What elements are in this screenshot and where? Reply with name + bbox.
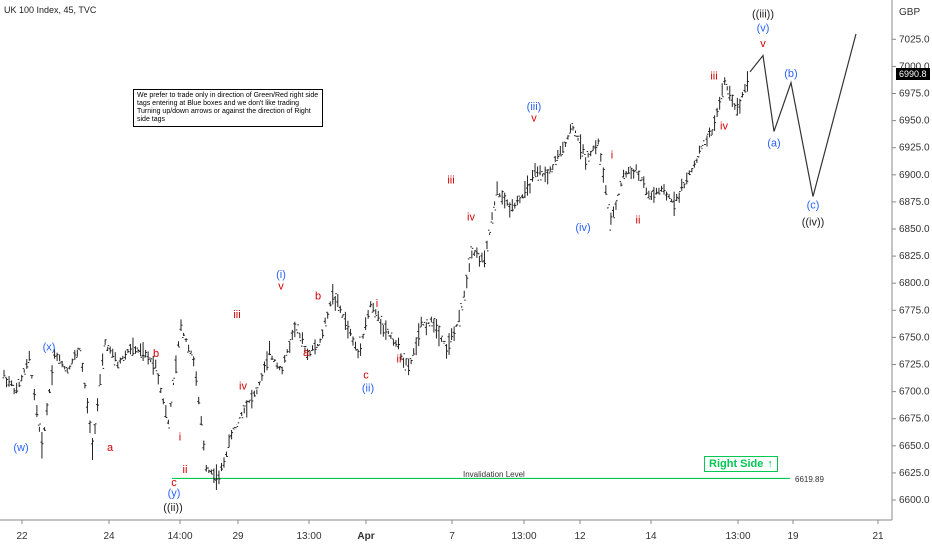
wave-label: iii: [233, 309, 240, 321]
y-tick-label: 6750.0: [899, 332, 930, 343]
y-tick-label: 7025.0: [899, 34, 930, 45]
wave-label: (w): [13, 442, 28, 454]
x-tick-label: Apr: [357, 531, 374, 542]
y-tick-label: 6850.0: [899, 224, 930, 235]
wave-label: i: [376, 298, 378, 310]
x-tick-label: 13:00: [511, 531, 536, 542]
x-tick-label: 19: [787, 531, 799, 542]
wave-label: i: [179, 431, 181, 443]
y-tick-label: 6600.0: [899, 495, 930, 506]
wave-label: i: [611, 150, 613, 162]
wave-label: b: [153, 348, 159, 360]
wave-label: (x): [43, 341, 56, 353]
wave-label: ((ii)): [163, 502, 183, 514]
y-tick-label: 6950.0: [899, 116, 930, 127]
wave-label: ((iv)): [802, 217, 825, 229]
y-tick-label: 6650.0: [899, 441, 930, 452]
wave-label: a: [303, 347, 310, 359]
trading-note: We prefer to trade only in direction of …: [133, 89, 323, 127]
y-tick-label: 6975.0: [899, 89, 930, 100]
wave-labels: (w)(x)abiiic(y)((ii))iiiiv(i)vabic(ii)ii…: [13, 9, 824, 514]
wave-label: iii: [447, 174, 454, 186]
x-tick-label: 14:00: [167, 531, 192, 542]
wave-label: ii: [183, 464, 188, 476]
wave-label: iv: [720, 120, 728, 132]
up-arrow-icon: ↑: [767, 458, 773, 470]
y-tick-label: 6875.0: [899, 197, 930, 208]
y-tick-label: 6775.0: [899, 305, 930, 316]
right-side-label: Right Side: [709, 458, 764, 470]
x-tick-label: 7: [449, 531, 455, 542]
y-tick-label: 6900.0: [899, 170, 930, 181]
y-tick-label: 7000.0: [899, 61, 930, 72]
x-tick-label: 13:00: [725, 531, 750, 542]
x-tick-label: 14: [645, 531, 657, 542]
wave-label: (a): [767, 138, 780, 150]
invalidation-value: 6619.89: [795, 475, 824, 484]
wave-label: iv: [239, 380, 247, 392]
x-tick-label: 29: [232, 531, 244, 542]
wave-label: (iii): [527, 101, 542, 113]
wave-label: (c): [807, 199, 820, 211]
wave-label: ii: [636, 215, 641, 227]
wave-label: iv: [467, 211, 475, 223]
wave-label: (ii): [362, 383, 374, 395]
wave-label: (v): [757, 23, 770, 35]
wave-label: v: [278, 281, 284, 293]
wave-label: iii: [710, 70, 717, 82]
projection-line: [749, 33, 857, 197]
y-tick-label: 6625.0: [899, 468, 930, 479]
y-tick-label: 6925.0: [899, 143, 930, 154]
x-tick-label: 13:00: [296, 531, 321, 542]
wave-label: (iv): [575, 222, 590, 234]
y-tick-label: 6725.0: [899, 360, 930, 371]
current-price-tag: 6990.8: [896, 68, 930, 80]
right-side-tag: Right Side ↑: [704, 456, 778, 472]
y-tick-label: 6800.0: [899, 278, 930, 289]
wave-label: c: [171, 477, 177, 489]
y-tick-label: 6825.0: [899, 251, 930, 262]
wave-label: v: [531, 113, 537, 125]
wave-label: ii: [397, 353, 402, 365]
wave-label: a: [107, 442, 114, 454]
x-tick-label: 24: [103, 531, 115, 542]
wave-label: c: [363, 370, 369, 382]
projection-path: [749, 33, 857, 197]
x-tick-label: 12: [574, 531, 586, 542]
wave-label: ((iii)): [752, 9, 774, 21]
invalidation-label: Invalidation Level: [463, 470, 525, 479]
y-tick-label: 6675.0: [899, 414, 930, 425]
wave-label: (y): [168, 488, 181, 500]
y-tick-label: 6700.0: [899, 387, 930, 398]
y-unit-label: GBP: [899, 7, 920, 18]
price-bars: [2, 71, 749, 490]
chart-title: UK 100 Index, 45, TVC: [4, 5, 97, 15]
wave-label: b: [315, 290, 321, 302]
wave-label: (i): [276, 269, 286, 281]
x-tick-label: 22: [16, 531, 28, 542]
wave-label: (b): [784, 68, 797, 80]
x-tick-label: 21: [872, 531, 884, 542]
wave-label: v: [760, 38, 766, 50]
